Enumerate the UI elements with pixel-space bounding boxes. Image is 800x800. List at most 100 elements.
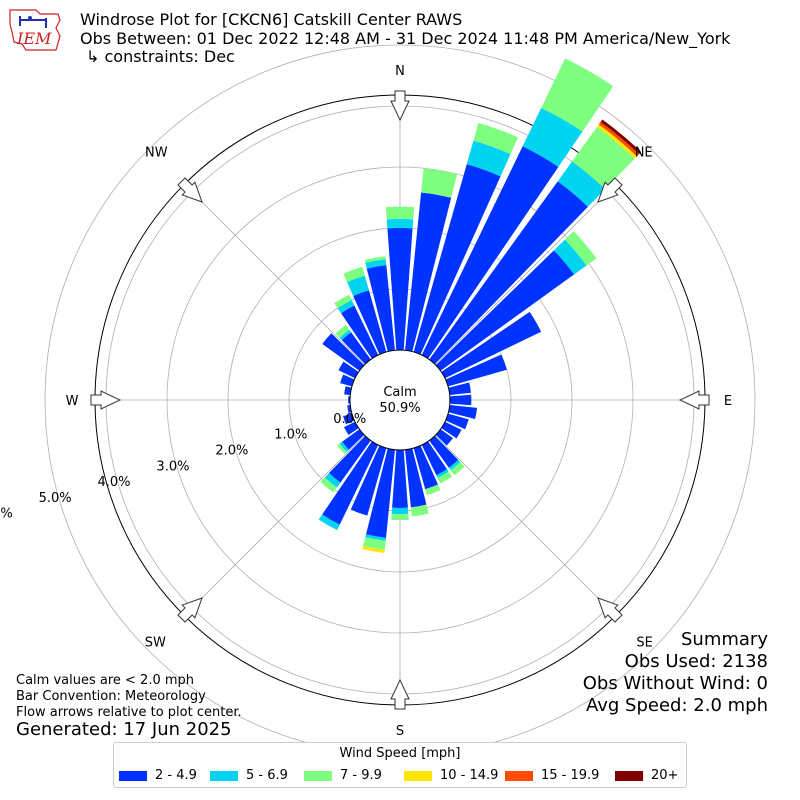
legend-label: 15 - 19.9: [541, 768, 600, 783]
direction-arrow-icon: [177, 177, 203, 203]
wind-bar-segment: [473, 122, 519, 155]
wind-bar-segment: [339, 441, 349, 452]
wind-bar-segment: [337, 300, 355, 314]
wind-bar-segment: [391, 507, 409, 515]
chart-title: Windrose Plot for [CKCN6] Catskill Cente…: [80, 10, 463, 29]
direction-label-w: W: [66, 394, 79, 409]
legend-title: Wind Speed [mph]: [339, 746, 461, 761]
calm-label: Calm: [383, 385, 416, 400]
wind-bar-segment: [344, 386, 352, 395]
wind-bar-segment: [346, 275, 369, 296]
wind-bar-segment: [437, 471, 453, 484]
wind-bar-segment: [441, 311, 542, 379]
legend-item: 15 - 19.9: [505, 768, 599, 783]
legend-swatch: [505, 770, 533, 781]
wind-bar-segment: [366, 265, 395, 352]
wind-bar-segment: [448, 405, 478, 419]
wind-bar-segment: [522, 107, 583, 167]
wind-bar-segment: [344, 421, 359, 435]
direction-arrow-icon: [390, 90, 410, 122]
arrow-shape: [597, 177, 623, 203]
wind-bar-segment: [435, 250, 575, 371]
legend-item: 10 - 14.9: [404, 768, 498, 783]
wind-bar-segment: [435, 429, 453, 446]
calm-value: 50.9%: [379, 401, 420, 416]
wind-bar-segment: [405, 192, 452, 352]
wind-bar-segment: [343, 266, 365, 283]
arrow-shape: [177, 177, 203, 203]
direction-label-nw: NW: [145, 145, 168, 160]
wind-bar-segment: [386, 218, 414, 229]
wind-bar-segment: [553, 239, 587, 275]
wind-bar-segment: [557, 161, 605, 207]
arrow-shape: [678, 390, 710, 410]
direction-arrow-icon: [597, 177, 623, 203]
wind-bar-segment: [425, 484, 441, 496]
direction-arrow-icon: [390, 678, 410, 710]
wind-bar-segment: [413, 445, 438, 490]
legend-item: 20+: [615, 768, 678, 783]
wind-bar-segment: [364, 256, 386, 263]
summary-obs-used: Obs Used: 2138: [624, 651, 768, 672]
wind-bar-segment: [421, 168, 458, 198]
wind-bar-segment: [350, 445, 387, 516]
generated-date: Generated: 17 Jun 2025: [16, 719, 232, 740]
radial-tick-label: 1.0%: [274, 428, 307, 443]
grid-spoke: [184, 435, 365, 616]
chart-subtitle: Obs Between: 01 Dec 2022 12:48 AM - 31 D…: [80, 29, 731, 48]
wind-bar-segment: [339, 329, 352, 341]
wind-bar-segment: [320, 477, 337, 493]
radial-tick-label: 2.0%: [215, 444, 248, 459]
arrow-shape: [390, 90, 410, 122]
wind-bar-segment: [421, 146, 559, 359]
wind-bar-segment: [340, 374, 355, 387]
wind-bar-segment: [429, 435, 459, 468]
direction-arrow-icon: [177, 597, 203, 623]
wind-bar-segment: [445, 354, 507, 387]
legend-swatch: [119, 770, 147, 781]
wind-bar-segment: [335, 324, 350, 338]
wind-bar-segment: [322, 441, 379, 525]
legend-swatch: [304, 770, 332, 781]
wind-bar-segment: [405, 448, 427, 508]
wind-bar-segment: [343, 413, 355, 425]
wind-bar-segment: [596, 124, 637, 159]
legend-swatch: [404, 770, 432, 781]
wind-bar-segment: [598, 121, 639, 157]
wind-bar-segment: [445, 413, 469, 430]
direction-label-e: E: [724, 394, 732, 409]
arrow-shape: [177, 597, 203, 623]
wind-bar-segment: [571, 126, 635, 190]
grid-spoke: [184, 184, 365, 365]
wind-bar-segment: [318, 514, 340, 531]
wind-bar-segment: [363, 537, 386, 550]
direction-label-s: S: [396, 724, 404, 739]
legend-swatch: [210, 770, 238, 781]
wind-bar-segment: [466, 140, 511, 177]
summary-heading: Summary: [681, 629, 768, 650]
wind-bar-segment: [334, 294, 352, 309]
wind-bar-segment: [342, 429, 365, 450]
wind-bar-segment: [410, 504, 429, 517]
radial-tick-label: 0.0%: [333, 412, 366, 427]
legend-label: 7 - 9.9: [340, 768, 382, 783]
direction-label-sw: SW: [145, 636, 166, 651]
calm-circle: [349, 349, 451, 451]
wind-bar-segment: [564, 231, 597, 266]
wind-bar-segment: [436, 469, 449, 478]
arrow-shape: [597, 597, 623, 623]
radial-tick-label: 6.0%: [0, 507, 13, 522]
wind-bar-segment: [450, 462, 465, 476]
wind-bar-segment: [338, 361, 359, 379]
wind-bar-segment: [449, 394, 472, 406]
iem-logo: IEM: [9, 9, 61, 51]
legend-item: 5 - 6.9: [210, 768, 288, 783]
wind-bar-segment: [600, 119, 642, 155]
wind-bar-segment: [448, 382, 471, 395]
wind-bar-segment: [353, 290, 387, 355]
wind-bar-segment: [362, 546, 385, 553]
direction-label-ne: NE: [635, 145, 653, 160]
radial-tick-label: 4.0%: [98, 475, 131, 490]
wind-bar-segment: [328, 435, 371, 483]
